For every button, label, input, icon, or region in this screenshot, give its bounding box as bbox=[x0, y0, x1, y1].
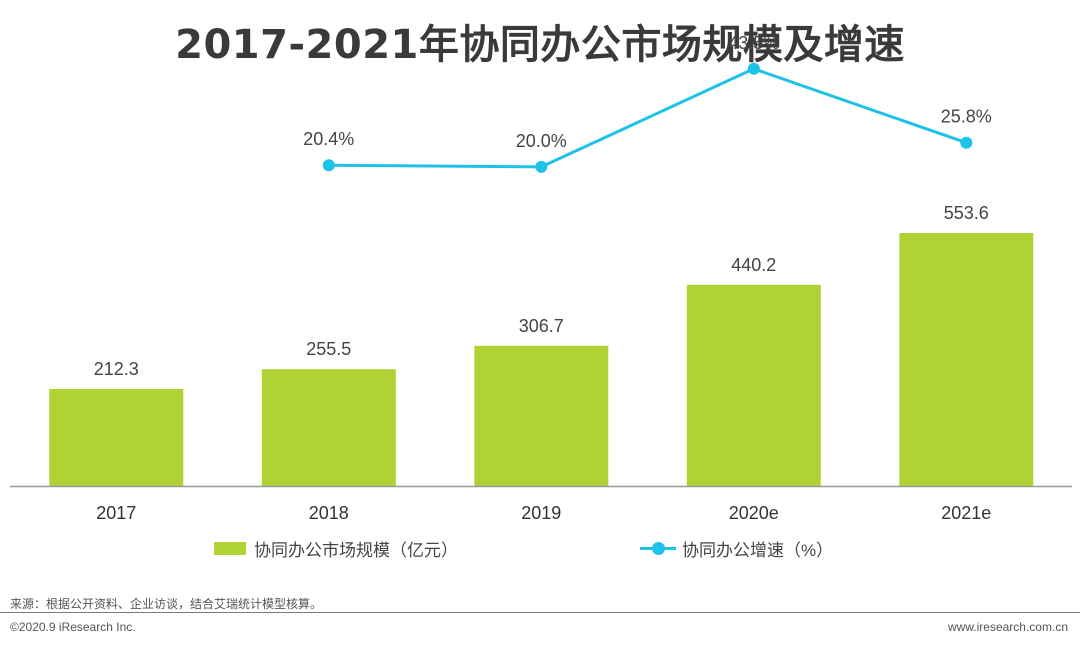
growth-value-label: 20.4% bbox=[303, 129, 354, 149]
x-tick-label: 2020e bbox=[729, 503, 779, 523]
website-link[interactable]: www.iresearch.com.cn bbox=[947, 620, 1068, 634]
x-tick-label: 2021e bbox=[941, 503, 991, 523]
bar-value-label: 255.5 bbox=[306, 339, 351, 359]
bar-value-label: 306.7 bbox=[519, 316, 564, 336]
growth-value-label: 43.5% bbox=[728, 33, 779, 53]
copyright: ©2020.9 iResearch Inc. bbox=[10, 620, 136, 634]
bar-2020e bbox=[686, 284, 821, 486]
legend-line-label: 协同办公增速（%） bbox=[682, 540, 834, 560]
growth-point-2021e bbox=[960, 136, 973, 149]
x-tick-label: 2017 bbox=[96, 503, 136, 523]
growth-point-2019 bbox=[535, 160, 548, 173]
bar-value-label: 212.3 bbox=[94, 359, 139, 379]
legend-line-marker bbox=[640, 541, 676, 555]
x-tick-label: 2019 bbox=[521, 503, 561, 523]
footer-divider bbox=[0, 612, 1080, 613]
legend-bar-label: 协同办公市场规模（亿元） bbox=[254, 540, 458, 560]
source-note: 来源：根据公开资料、企业访谈，结合艾瑞统计模型核算。 bbox=[10, 597, 323, 611]
growth-value-label: 25.8% bbox=[941, 107, 992, 127]
growth-value-label: 20.0% bbox=[516, 131, 567, 151]
growth-line bbox=[328, 67, 967, 169]
legend-item-growth-rate: 协同办公增速（%） bbox=[640, 537, 834, 560]
bar-2017 bbox=[49, 389, 184, 486]
bar-value-label: 553.6 bbox=[944, 203, 989, 223]
bar-2021e bbox=[899, 233, 1034, 486]
legend-item-market-size: 协同办公市场规模（亿元） bbox=[214, 537, 458, 560]
chart-title: 2017-2021年协同办公市场规模及增速 bbox=[175, 22, 905, 68]
x-tick-label: 2018 bbox=[309, 503, 349, 523]
growth-point-2020e bbox=[747, 62, 760, 75]
bar-value-label: 440.2 bbox=[731, 255, 776, 275]
bar-2018 bbox=[261, 369, 396, 486]
legend-bar-swatch bbox=[214, 541, 246, 555]
growth-point-2018 bbox=[322, 159, 335, 172]
bar-2019 bbox=[474, 345, 609, 486]
chart-plot: 212.3 255.5 306.7 440.2 553.6 2017 2018 2019 202… bbox=[10, 33, 1072, 523]
